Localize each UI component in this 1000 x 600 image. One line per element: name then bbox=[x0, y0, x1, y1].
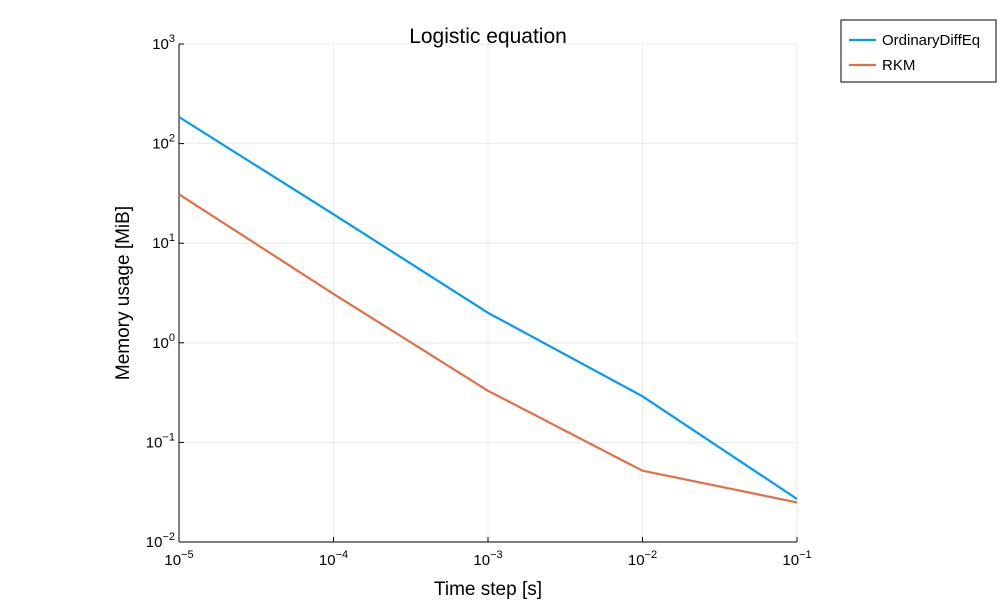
y-tick-label: 102 bbox=[152, 133, 175, 153]
series-lines bbox=[178, 116, 798, 504]
x-tick-label: 10−4 bbox=[319, 549, 348, 569]
series-line-rkm bbox=[178, 193, 798, 504]
x-tick-label: 10−3 bbox=[473, 549, 502, 569]
x-axis-label: Time step [s] bbox=[434, 579, 542, 600]
x-tick-label: 10−1 bbox=[782, 549, 811, 569]
x-tick-labels: 10−5 10−4 10−3 10−2 10−1 bbox=[164, 537, 812, 569]
legend: OrdinaryDiffEq RKM bbox=[840, 19, 997, 83]
y-axis-label: Memory usage [MiB] bbox=[113, 206, 134, 380]
chart-title: Logistic equation bbox=[409, 25, 567, 48]
x-tick-label: 10−5 bbox=[164, 549, 193, 569]
y-tick-label: 10−2 bbox=[146, 531, 175, 551]
series-line-ordinarydiffeq bbox=[178, 116, 798, 500]
grid bbox=[178, 43, 798, 543]
y-tick-label: 103 bbox=[152, 33, 175, 53]
y-tick-labels: 10−2 10−1 100 101 102 103 bbox=[146, 33, 184, 551]
y-tick-label: 100 bbox=[152, 332, 175, 352]
y-tick-label: 101 bbox=[152, 232, 175, 252]
legend-box bbox=[840, 19, 997, 83]
legend-label: OrdinaryDiffEq bbox=[882, 32, 980, 49]
legend-label: RKM bbox=[882, 57, 915, 74]
y-tick-label: 10−1 bbox=[146, 431, 175, 451]
x-tick-label: 10−2 bbox=[628, 549, 657, 569]
